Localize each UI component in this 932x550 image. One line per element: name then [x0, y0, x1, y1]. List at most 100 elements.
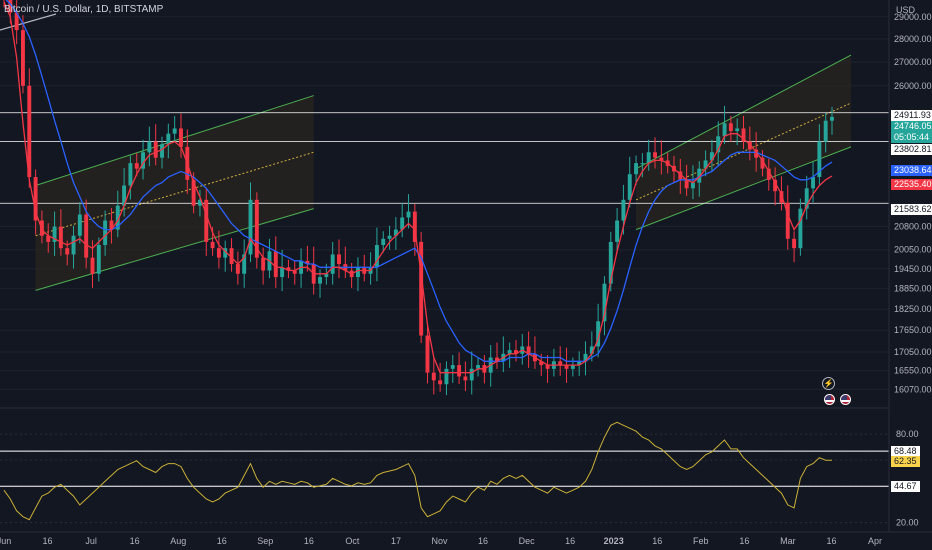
level-tag-1: 24911.93: [891, 110, 932, 121]
candle-body: [615, 220, 620, 242]
candle-body: [804, 188, 809, 209]
candle-body: [602, 283, 607, 322]
time-tick-label: 17: [391, 536, 401, 546]
candle-body: [690, 182, 695, 189]
price-tick-label: 26000.00: [894, 81, 932, 91]
candle-body: [90, 257, 95, 274]
time-tick-label: Aug: [170, 536, 186, 546]
candle-body: [393, 229, 398, 236]
candle-body: [381, 238, 386, 246]
candle-body: [621, 199, 626, 221]
horizontal-levels: [0, 112, 889, 204]
candle-body: [147, 141, 152, 153]
candle-body: [735, 128, 740, 132]
candle-body: [583, 353, 588, 362]
time-axis[interactable]: Jun 16 Jul 16 Aug 16 Sep 16 Oct 17 Nov 16 Dec 16 2023 1…: [0, 536, 882, 546]
candle-body: [792, 238, 797, 249]
candle-body: [103, 220, 108, 246]
candle-body: [172, 128, 177, 134]
time-tick-label: Dec: [519, 536, 536, 546]
candle-body: [153, 141, 158, 158]
last-price-tag: 24746.05: [891, 121, 932, 132]
time-tick-label: 2023: [604, 536, 624, 546]
candle-body: [728, 123, 733, 132]
ma-fast-line: [3, 1, 833, 374]
countdown-tag: 05:05:44: [891, 132, 932, 143]
candle-body: [709, 152, 714, 161]
candle-body: [141, 152, 146, 169]
candle-body: [179, 128, 183, 147]
price-tick-label: 18850.00: [894, 284, 932, 294]
time-tick-label: 16: [826, 536, 836, 546]
candle-body: [653, 152, 657, 158]
candle-body: [46, 235, 51, 242]
candle-body: [191, 179, 196, 206]
candle-body: [254, 199, 259, 258]
candle-body: [65, 248, 70, 255]
rsi-lower-tag: 44.67: [891, 481, 920, 492]
price-tick-label: 18250.00: [894, 304, 932, 314]
candle-body: [577, 361, 582, 366]
trend-line: [0, 13, 57, 31]
candle-body: [798, 208, 803, 249]
candle-body: [444, 368, 449, 385]
candle-body: [539, 361, 544, 366]
candle-body: [811, 177, 815, 189]
us-flag-icon[interactable]: [824, 394, 835, 405]
candle-body: [634, 163, 639, 175]
candle-body: [14, 12, 19, 31]
price-tick-label: 28000.00: [894, 34, 932, 44]
candle-body: [166, 133, 171, 145]
currency-label: USD: [896, 5, 916, 15]
time-tick-label: Sep: [257, 536, 273, 546]
candle-body: [514, 350, 518, 354]
candle-body: [646, 152, 651, 164]
candle-body: [160, 144, 164, 158]
rsi-levels: [0, 450, 889, 487]
time-tick-label: 16: [565, 536, 575, 546]
candle-body: [77, 214, 82, 236]
candle-body: [248, 199, 253, 255]
price-axis[interactable]: 29000.00 28000.00 27000.00 26000.00 20800.00…: [894, 12, 932, 394]
time-tick-label: Nov: [431, 536, 448, 546]
candle-body: [27, 85, 32, 178]
candle-body: [457, 365, 462, 377]
candle-body: [570, 365, 575, 369]
candle-body: [425, 335, 430, 373]
candle-body: [697, 168, 702, 183]
ma-fast-tag: 22535.40: [891, 179, 932, 190]
channel-lower-line: [635, 146, 852, 231]
candle-body: [58, 226, 63, 249]
candle-body: [589, 346, 594, 354]
channel-lower-line: [35, 208, 314, 291]
candle-body: [431, 372, 436, 381]
candle-body: [830, 116, 834, 121]
candle-body: [412, 211, 417, 242]
candle-body: [773, 179, 778, 192]
channel-mid-line: [35, 151, 314, 237]
candle-body: [545, 365, 550, 369]
price-tick-label: 27000.00: [894, 57, 932, 67]
us-flag-icon[interactable]: [840, 394, 851, 405]
time-tick-label: 16: [130, 536, 140, 546]
regression-channels: [0, 13, 852, 291]
candle-body: [197, 199, 202, 206]
candle-body: [273, 251, 278, 278]
candle-body: [280, 267, 285, 278]
candle-body: [387, 235, 392, 239]
candle-body: [115, 205, 120, 230]
candle-body: [564, 365, 569, 369]
candle-body: [318, 277, 322, 284]
candle-body: [400, 217, 405, 230]
lightning-icon[interactable]: ⚡: [822, 377, 835, 390]
price-tick-label: 16070.00: [894, 384, 932, 394]
candle-body: [305, 260, 310, 265]
candle-body: [766, 168, 771, 180]
candle-body: [722, 123, 727, 137]
rsi-axis[interactable]: 80.00 20.00: [896, 429, 919, 528]
price-tick-label: 29000.00: [894, 12, 932, 22]
ma-slow-tag: 23038.64: [891, 165, 932, 176]
candle-body: [747, 141, 752, 150]
candle-body: [96, 245, 101, 274]
